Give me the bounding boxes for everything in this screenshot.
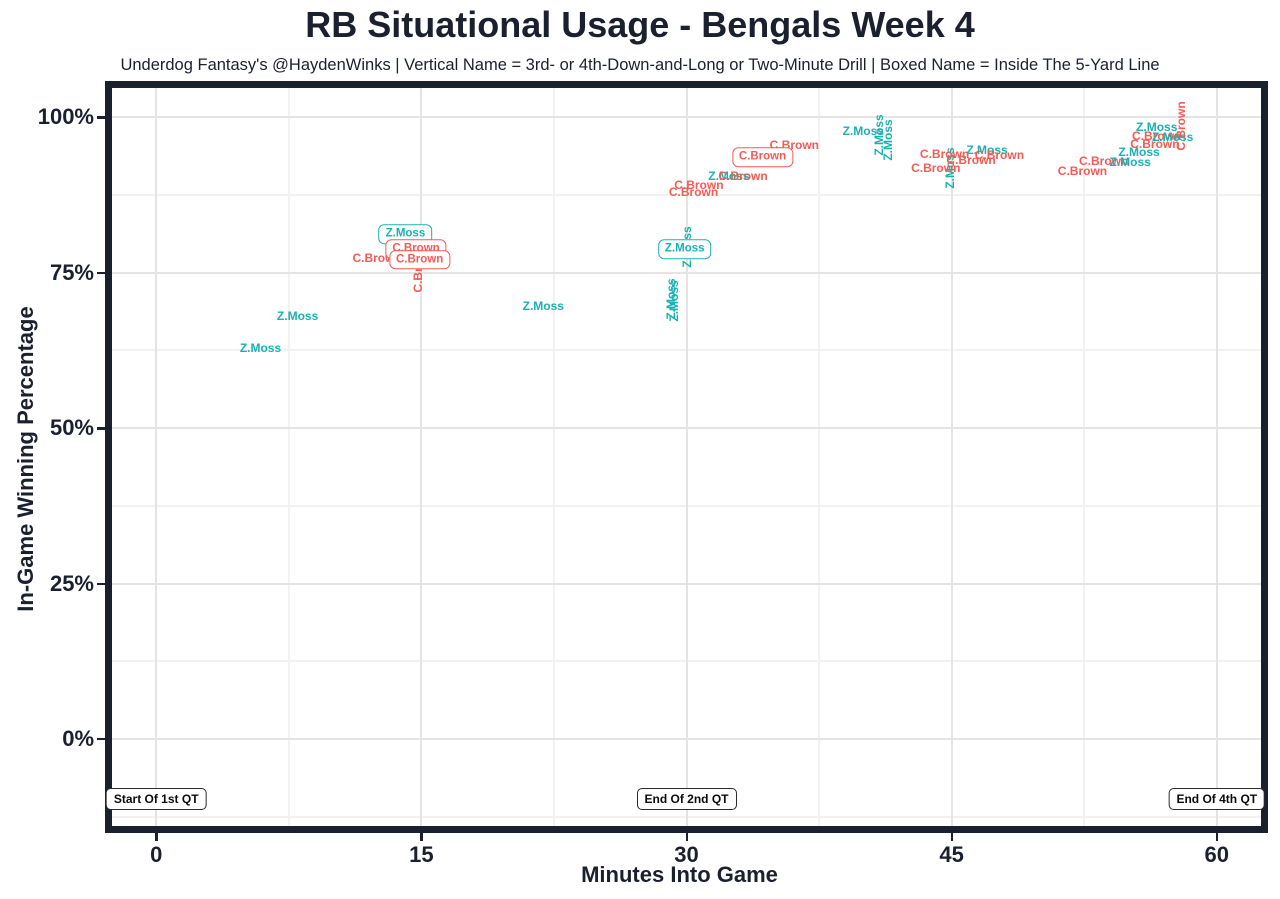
y-tick-mark [97, 427, 105, 430]
player-label: Z.Moss [1118, 145, 1160, 160]
x-tick-label: 60 [1204, 842, 1230, 867]
quarter-annotation: Start Of 1st QT [105, 788, 207, 811]
minor-gridline [287, 88, 290, 826]
player-label: Z.Moss [522, 299, 564, 314]
chart-title: RB Situational Usage - Bengals Week 4 [305, 4, 975, 45]
minor-gridline [1083, 88, 1086, 826]
player-label: Z.Moss [966, 143, 1008, 158]
chart-subtitle: Underdog Fantasy's @HaydenWinks | Vertic… [120, 56, 1160, 74]
player-label: C.Brown [718, 169, 768, 184]
y-tick-label: 25% [49, 570, 94, 596]
x-tick-mark [1215, 833, 1219, 841]
y-tick-label: 75% [49, 259, 94, 285]
player-label: Z.Moss [239, 340, 282, 355]
player-label: C.Brown [946, 153, 996, 168]
player-label: Z.Moss [1151, 130, 1194, 145]
chart-header: RB Situational Usage - Bengals Week 4 Un… [0, 4, 1280, 75]
major-gridline [950, 88, 953, 826]
player-label-boxed: Z.Moss [657, 239, 712, 259]
data-label-layer: Z.MossZ.MossC.BrownC.BrownZ.MossC.BrownC… [105, 88, 1266, 826]
x-tick-label: 45 [939, 842, 964, 867]
player-label: Z.Moss [276, 308, 319, 323]
major-gridline [155, 88, 158, 826]
player-label: C.Brown [1132, 129, 1182, 144]
player-label: C.Brown [919, 146, 970, 161]
player-label-boxed: C.Brown [731, 147, 794, 167]
x-tick-label: 15 [409, 842, 434, 867]
major-gridline [112, 116, 1261, 119]
major-gridline [420, 88, 423, 826]
y-axis-title: In-Game Winning Percentage [13, 306, 38, 612]
major-gridline [685, 88, 688, 826]
x-tick-label: 0 [150, 842, 163, 867]
y-tick-mark [97, 271, 105, 275]
quarter-annotation: End Of 4th QT [1168, 788, 1266, 811]
player-label: Z.Moss [1109, 154, 1151, 169]
quarter-annotation: End Of 2nd QT [636, 788, 737, 811]
player-label: C.Brown [668, 184, 719, 199]
major-gridline [112, 271, 1261, 274]
x-axis-title: Minutes Into Game [581, 862, 778, 887]
x-tick-mark [685, 833, 688, 841]
x-tick-mark [420, 833, 423, 841]
major-gridline [112, 737, 1261, 740]
y-tick-mark [97, 737, 105, 741]
x-tick-label: 30 [674, 842, 699, 867]
player-label: C.Brown [674, 177, 724, 192]
x-tick-mark [155, 833, 158, 841]
player-label: C.Brown [911, 161, 961, 176]
y-tick-mark [97, 116, 105, 119]
player-label: Z.Moss [667, 280, 682, 322]
player-label: C.Brown [1079, 154, 1129, 169]
major-gridline [1215, 88, 1218, 826]
player-label: C.Brown [1057, 164, 1108, 179]
player-label: Z.Moss [1136, 120, 1178, 135]
y-tick-label: 100% [37, 104, 94, 130]
player-label: Z.Moss [842, 123, 884, 138]
minor-gridline [818, 88, 821, 826]
player-label: C.Brown [974, 148, 1025, 163]
grid-layer [112, 88, 1261, 826]
minor-gridline [552, 88, 555, 826]
player-label: C.Brown [1130, 136, 1180, 151]
major-gridline [112, 582, 1261, 585]
y-tick-label: 0% [62, 725, 94, 751]
y-tick-mark [97, 582, 105, 586]
x-tick-mark [950, 833, 954, 841]
player-label: Z.Moss [708, 169, 750, 184]
y-tick-label: 50% [49, 415, 94, 441]
player-label-boxed: C.Brown [388, 249, 451, 270]
major-gridline [112, 427, 1261, 430]
plot-panel: Z.MossZ.MossC.BrownC.BrownZ.MossC.BrownC… [105, 81, 1268, 833]
